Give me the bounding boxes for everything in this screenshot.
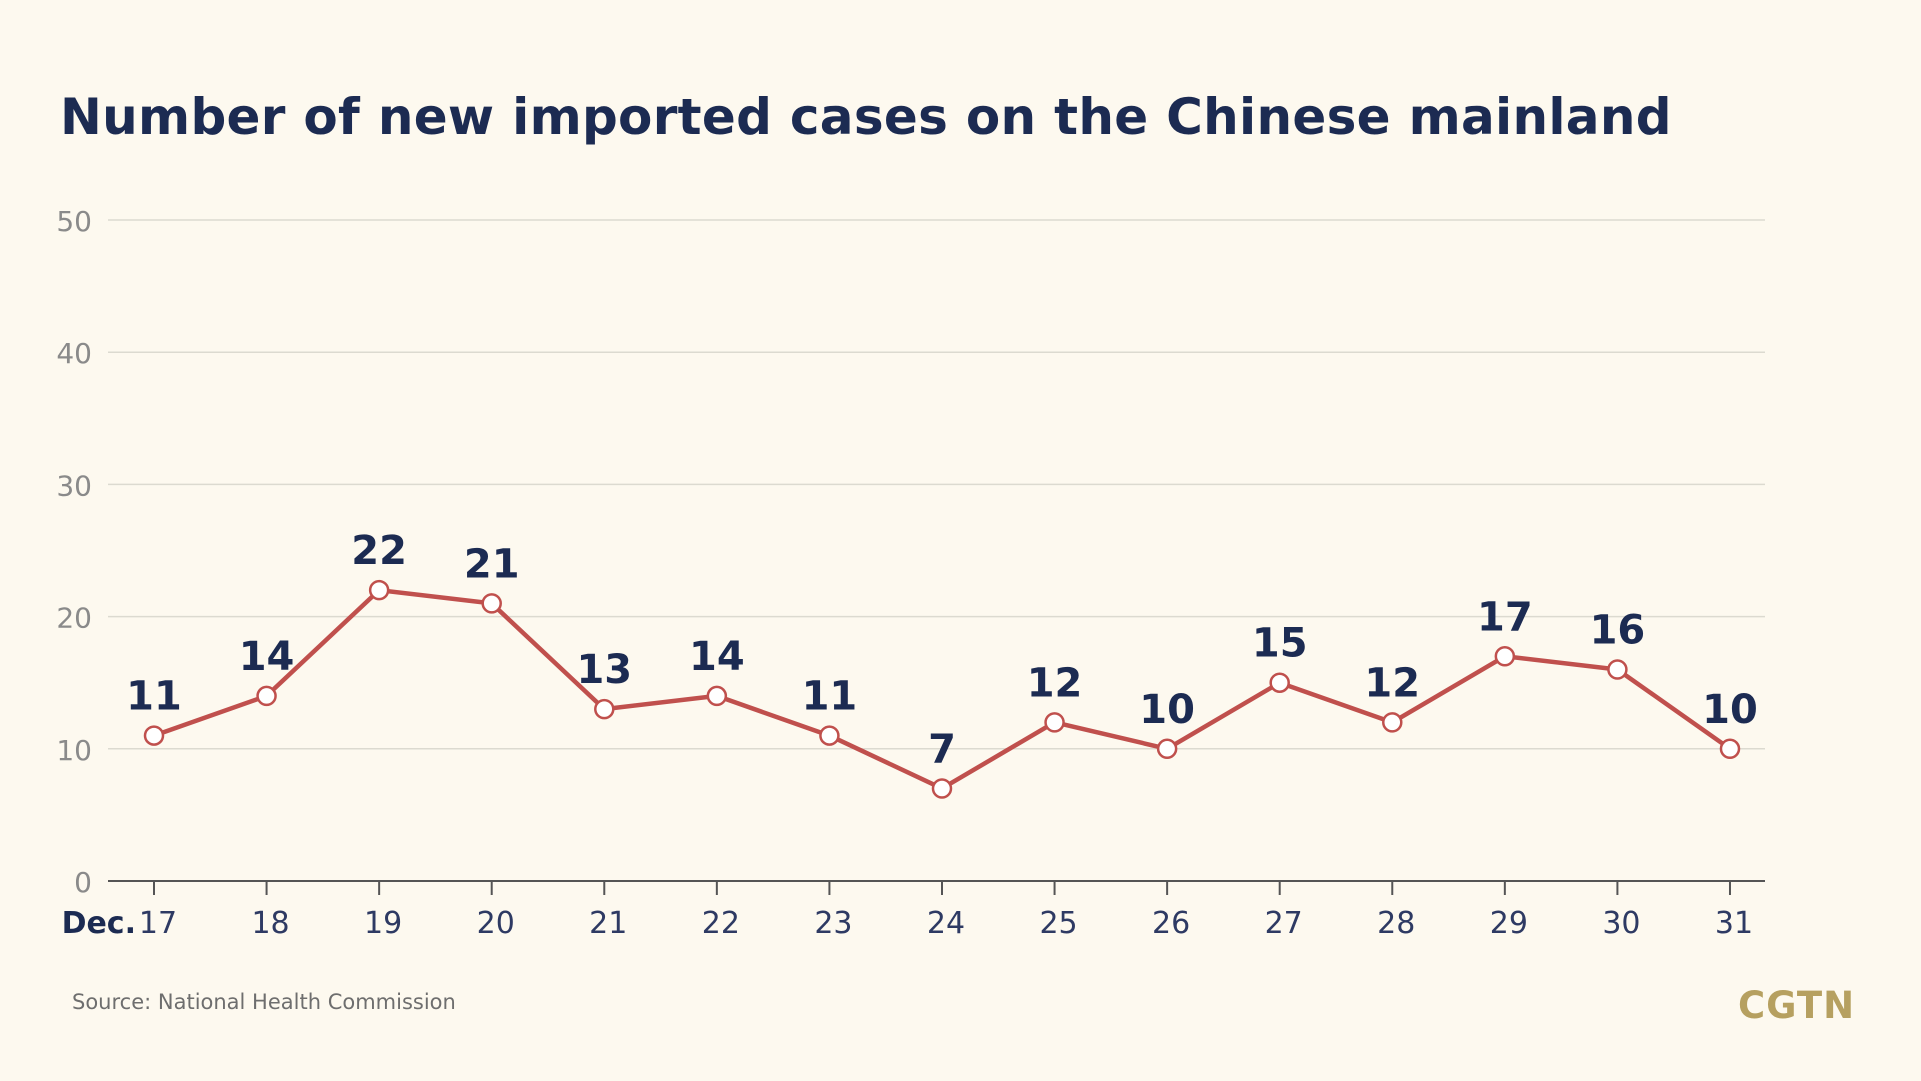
x-tick-label: 27 — [1265, 906, 1303, 941]
y-tick-label: 30 — [56, 469, 92, 502]
data-point — [1156, 738, 1178, 760]
data-label: 21 — [464, 541, 520, 587]
data-label: 12 — [1027, 660, 1083, 706]
data-label: 10 — [1139, 687, 1195, 733]
data-point — [819, 725, 840, 746]
data-point — [256, 685, 277, 707]
data-label: 15 — [1252, 621, 1308, 667]
chart-title: Number of new imported cases on the Chin… — [60, 88, 1672, 146]
x-tick-label: 25 — [1039, 906, 1077, 941]
x-tick-label: 24 — [927, 906, 965, 941]
data-label: 11 — [802, 674, 858, 720]
cgtn-logo: CGTN — [1738, 984, 1856, 1027]
x-tick-label: 21 — [589, 906, 627, 941]
y-tick-label: 10 — [56, 734, 92, 767]
data-point — [1719, 738, 1741, 760]
data-point — [1607, 659, 1628, 680]
y-tick-label: 0 — [74, 866, 92, 899]
data-point — [1044, 712, 1065, 733]
data-label: 17 — [1477, 594, 1533, 640]
data-label: 10 — [1702, 687, 1758, 733]
x-tick-label: 23 — [814, 906, 852, 941]
x-tick-label: 19 — [364, 906, 402, 941]
x-tick-label: 20 — [477, 906, 515, 941]
data-label: 16 — [1590, 607, 1646, 653]
data-point — [1494, 646, 1516, 667]
y-tick-label: 40 — [56, 337, 92, 370]
x-tick-label: 29 — [1490, 906, 1528, 941]
x-tick-label: 17 — [139, 906, 177, 941]
x-tick-label: 22 — [702, 906, 740, 941]
source-note: Source: National Health Commission — [72, 990, 456, 1014]
data-label: 13 — [576, 647, 632, 693]
data-point — [143, 725, 165, 746]
data-point — [594, 698, 615, 720]
data-point — [1382, 712, 1403, 733]
data-point — [706, 685, 728, 707]
x-tick-label: 26 — [1152, 906, 1190, 941]
data-label: 11 — [126, 674, 182, 720]
data-point — [481, 593, 502, 614]
data-label: 7 — [928, 726, 956, 772]
y-tick-label: 20 — [56, 602, 92, 635]
y-tick-label: 50 — [56, 205, 92, 238]
data-point — [1269, 672, 1290, 693]
x-tick-label: 30 — [1602, 906, 1640, 941]
x-tick-label: 18 — [251, 906, 289, 941]
data-label: 14 — [239, 634, 295, 680]
x-tick-label: 28 — [1377, 906, 1415, 941]
data-label: 14 — [689, 634, 745, 680]
data-point — [368, 579, 390, 601]
data-label: 22 — [351, 528, 407, 574]
data-label: 12 — [1364, 660, 1420, 706]
x-axis-month-label: Dec. — [62, 906, 136, 941]
data-point — [931, 778, 953, 799]
x-tick-label: 31 — [1715, 906, 1753, 941]
